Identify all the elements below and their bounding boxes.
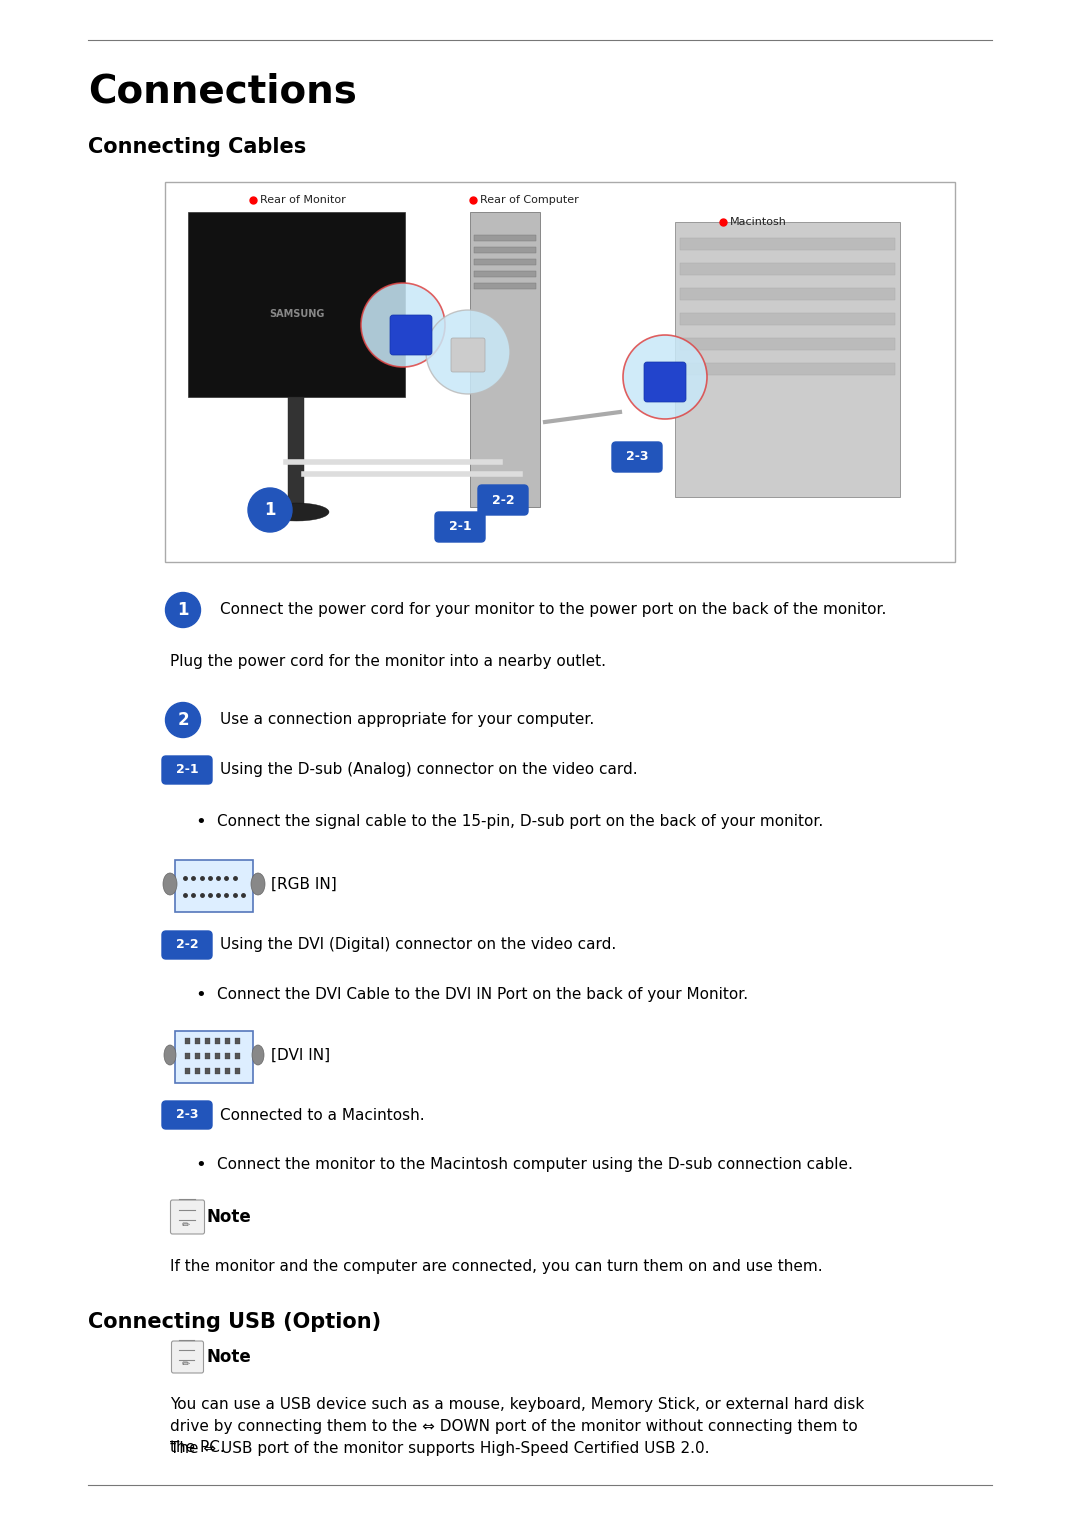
Bar — [235, 1067, 241, 1073]
Bar — [680, 263, 895, 275]
Text: ✏: ✏ — [183, 1359, 190, 1370]
Text: Use a connection appropriate for your computer.: Use a connection appropriate for your co… — [220, 713, 594, 727]
Text: Connecting Cables: Connecting Cables — [87, 137, 307, 157]
Circle shape — [623, 334, 707, 418]
Bar — [188, 212, 405, 397]
Text: 2-3: 2-3 — [176, 1109, 199, 1121]
Bar — [474, 235, 536, 241]
Text: 2-2: 2-2 — [491, 493, 514, 507]
Text: Using the D-sub (Analog) connector on the video card.: Using the D-sub (Analog) connector on th… — [220, 762, 637, 777]
Circle shape — [248, 489, 292, 531]
FancyBboxPatch shape — [451, 337, 485, 373]
Bar — [226, 1067, 230, 1073]
Text: 2-3: 2-3 — [625, 450, 648, 464]
Text: If the monitor and the computer are connected, you can turn them on and use them: If the monitor and the computer are conn… — [170, 1260, 823, 1275]
Text: Connected to a Macintosh.: Connected to a Macintosh. — [220, 1107, 424, 1122]
Text: Connect the power cord for your monitor to the power port on the back of the mon: Connect the power cord for your monitor … — [220, 603, 887, 617]
Text: SAMSUNG: SAMSUNG — [269, 310, 324, 319]
Text: Macintosh: Macintosh — [730, 217, 787, 228]
Text: •: • — [195, 1156, 206, 1174]
FancyBboxPatch shape — [390, 315, 432, 354]
Text: 2-2: 2-2 — [176, 939, 199, 951]
Circle shape — [426, 310, 510, 394]
Bar — [194, 1054, 200, 1058]
Text: Connect the DVI Cable to the DVI IN Port on the back of your Monitor.: Connect the DVI Cable to the DVI IN Port… — [217, 988, 748, 1003]
Text: Note: Note — [207, 1208, 252, 1226]
Text: •: • — [195, 986, 206, 1003]
Bar — [226, 1054, 230, 1058]
FancyBboxPatch shape — [171, 1200, 204, 1234]
Text: 2-1: 2-1 — [448, 521, 471, 533]
Text: Using the DVI (Digital) connector on the video card.: Using the DVI (Digital) connector on the… — [220, 938, 617, 953]
Bar — [235, 1038, 241, 1044]
Circle shape — [361, 282, 445, 366]
Bar — [215, 1067, 220, 1073]
Bar — [235, 1054, 241, 1058]
Bar — [474, 282, 536, 289]
Text: •: • — [195, 812, 206, 831]
FancyBboxPatch shape — [175, 1031, 253, 1083]
FancyBboxPatch shape — [162, 756, 212, 783]
Text: ✏: ✏ — [181, 1220, 190, 1229]
Text: The ⇔ USB port of the monitor supports High-Speed Certified USB 2.0.: The ⇔ USB port of the monitor supports H… — [170, 1441, 710, 1457]
Bar — [205, 1038, 210, 1044]
Text: Rear of Computer: Rear of Computer — [480, 195, 579, 205]
Bar — [226, 1038, 230, 1044]
Ellipse shape — [163, 873, 177, 895]
Bar — [194, 1067, 200, 1073]
Text: Note: Note — [207, 1348, 252, 1367]
FancyBboxPatch shape — [478, 486, 528, 515]
Text: Connect the monitor to the Macintosh computer using the D-sub connection cable.: Connect the monitor to the Macintosh com… — [217, 1157, 853, 1173]
Text: [DVI IN]: [DVI IN] — [271, 1048, 330, 1063]
Bar — [675, 221, 900, 496]
Bar — [205, 1054, 210, 1058]
FancyBboxPatch shape — [435, 512, 485, 542]
Text: 1: 1 — [265, 501, 275, 519]
Circle shape — [165, 702, 201, 738]
Text: 2: 2 — [177, 712, 189, 728]
FancyBboxPatch shape — [162, 1101, 212, 1128]
FancyBboxPatch shape — [175, 860, 253, 912]
Text: Rear of Monitor: Rear of Monitor — [260, 195, 346, 205]
Text: Connections: Connections — [87, 73, 356, 111]
Bar — [474, 270, 536, 276]
Bar — [680, 337, 895, 350]
Text: Plug the power cord for the monitor into a nearby outlet.: Plug the power cord for the monitor into… — [170, 655, 606, 669]
Text: 2-1: 2-1 — [176, 764, 199, 777]
Text: Connect the signal cable to the 15-pin, D-sub port on the back of your monitor.: Connect the signal cable to the 15-pin, … — [217, 814, 823, 829]
Text: 1: 1 — [177, 602, 189, 618]
Ellipse shape — [264, 502, 329, 521]
FancyBboxPatch shape — [172, 1341, 203, 1373]
Bar — [194, 1038, 200, 1044]
Bar — [288, 397, 305, 515]
Text: [RGB IN]: [RGB IN] — [271, 876, 337, 892]
Ellipse shape — [252, 1044, 264, 1064]
Text: Connecting USB (Option): Connecting USB (Option) — [87, 1312, 381, 1332]
Bar — [474, 260, 536, 266]
Ellipse shape — [164, 1044, 176, 1064]
Bar — [680, 363, 895, 376]
Bar — [215, 1054, 220, 1058]
Bar — [680, 289, 895, 299]
Bar — [474, 247, 536, 253]
Ellipse shape — [251, 873, 265, 895]
Bar — [185, 1054, 189, 1058]
FancyBboxPatch shape — [612, 441, 662, 472]
Bar — [185, 1067, 189, 1073]
Bar — [205, 1067, 210, 1073]
Bar — [470, 212, 540, 507]
FancyBboxPatch shape — [165, 182, 955, 562]
Circle shape — [165, 592, 201, 628]
FancyBboxPatch shape — [162, 931, 212, 959]
Text: You can use a USB device such as a mouse, keyboard, Memory Stick, or external ha: You can use a USB device such as a mouse… — [170, 1397, 864, 1455]
Bar — [185, 1038, 189, 1044]
FancyBboxPatch shape — [644, 362, 686, 402]
Bar — [215, 1038, 220, 1044]
Bar — [680, 238, 895, 250]
Bar — [680, 313, 895, 325]
